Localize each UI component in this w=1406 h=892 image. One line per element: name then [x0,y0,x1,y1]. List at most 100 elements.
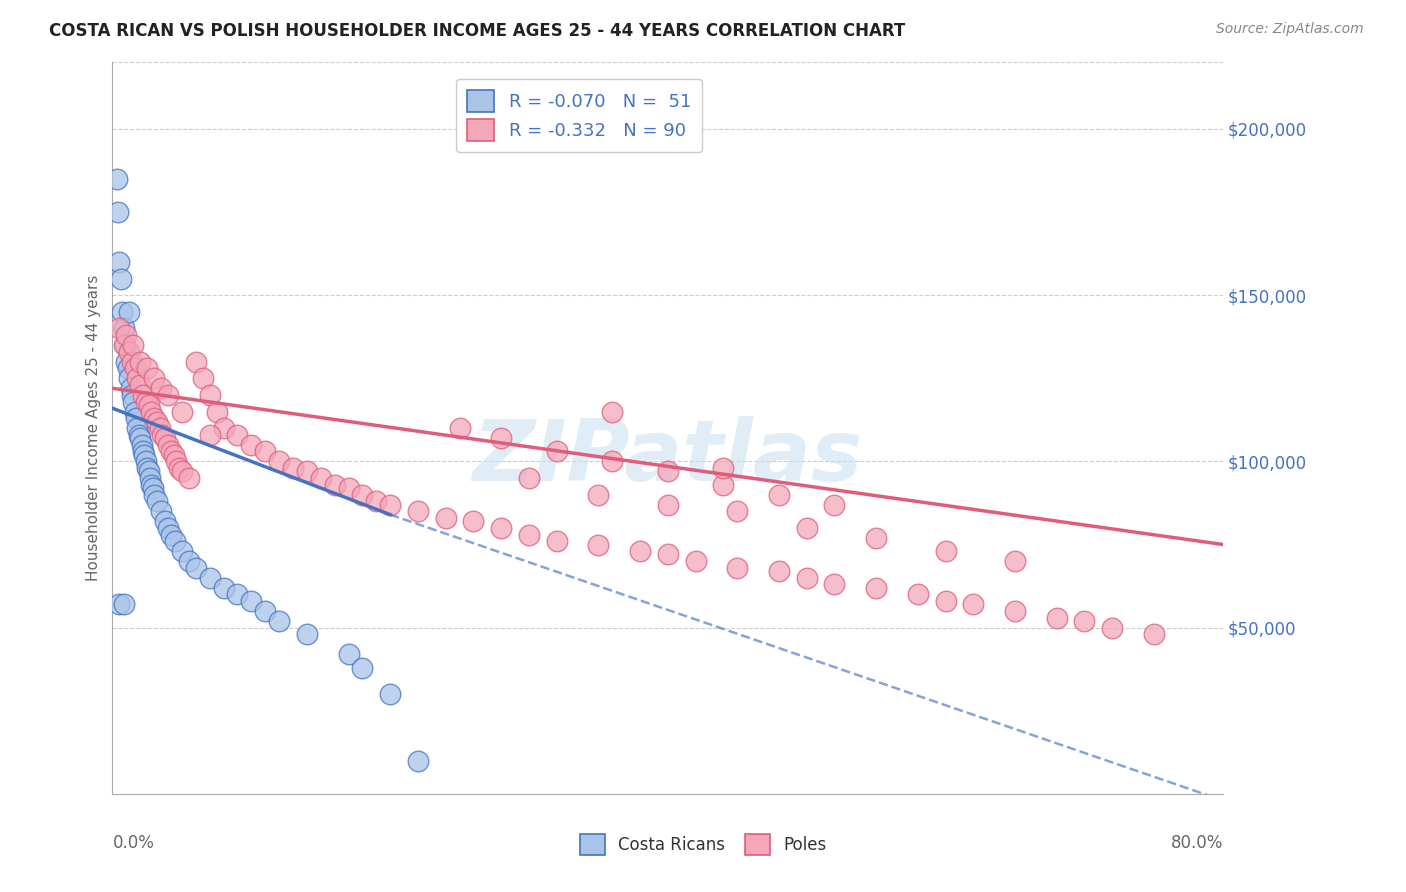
Point [127,421,149,435]
Point [129,378,152,392]
Point [170,544,193,558]
Point [146,415,169,429]
Point [602,454,624,468]
Point [122,394,145,409]
Point [713,477,735,491]
Point [254,604,277,618]
Point [449,421,471,435]
Point [177,554,200,568]
Point [491,431,513,445]
Point [323,477,346,491]
Point [962,598,984,612]
Point [713,461,735,475]
Point [136,461,159,475]
Point [159,527,181,541]
Point [191,371,214,385]
Point [184,561,207,575]
Point [132,444,155,458]
Point [117,361,139,376]
Point [134,448,156,462]
Point [907,587,929,601]
Point [824,498,846,512]
Point [155,514,177,528]
Point [226,587,249,601]
Point [824,577,846,591]
Point [628,544,651,558]
Point [198,388,221,402]
Point [602,404,624,418]
Point [1073,614,1095,628]
Point [352,488,374,502]
Point [267,454,291,468]
Point [434,511,457,525]
Point [366,494,388,508]
Text: ZIPatlas: ZIPatlas [472,416,863,499]
Point [111,305,134,319]
Point [143,411,166,425]
Point [406,504,429,518]
Point [295,627,318,641]
Point [406,754,429,768]
Point [120,381,142,395]
Point [141,477,163,491]
Point [685,554,707,568]
Point [337,481,360,495]
Point [135,454,157,468]
Point [118,344,141,359]
Point [198,427,221,442]
Point [657,464,679,478]
Point [768,564,790,578]
Point [139,471,162,485]
Point [163,534,186,549]
Point [124,361,146,376]
Point [1004,554,1026,568]
Point [127,371,149,385]
Point [517,527,540,541]
Legend: Costa Ricans, Poles: Costa Ricans, Poles [572,828,834,862]
Point [132,388,155,402]
Point [352,660,374,674]
Point [108,321,131,335]
Point [226,427,249,442]
Point [725,561,748,575]
Text: 80.0%: 80.0% [1171,834,1223,852]
Point [129,354,152,368]
Point [107,205,129,219]
Point [121,354,143,368]
Point [105,171,128,186]
Point [184,354,207,368]
Text: COSTA RICAN VS POLISH HOUSEHOLDER INCOME AGES 25 - 44 YEARS CORRELATION CHART: COSTA RICAN VS POLISH HOUSEHOLDER INCOME… [49,22,905,40]
Point [295,464,318,478]
Point [865,581,887,595]
Point [1143,627,1166,641]
Point [143,371,166,385]
Point [1004,604,1026,618]
Point [796,521,818,535]
Text: Source: ZipAtlas.com: Source: ZipAtlas.com [1216,22,1364,37]
Point [129,431,152,445]
Point [380,498,402,512]
Point [1045,610,1069,624]
Point [152,427,174,442]
Point [934,544,956,558]
Point [159,444,181,458]
Point [150,504,173,518]
Point [177,471,200,485]
Point [167,461,190,475]
Point [657,548,679,562]
Point [143,488,166,502]
Point [136,361,159,376]
Point [157,521,180,535]
Point [212,581,235,595]
Point [150,381,173,395]
Point [165,454,187,468]
Y-axis label: Householder Income Ages 25 - 44 years: Householder Income Ages 25 - 44 years [86,275,101,582]
Point [337,647,360,661]
Point [128,427,150,442]
Point [131,438,153,452]
Point [198,571,221,585]
Point [588,537,610,551]
Point [162,448,184,462]
Point [212,421,235,435]
Point [380,687,402,701]
